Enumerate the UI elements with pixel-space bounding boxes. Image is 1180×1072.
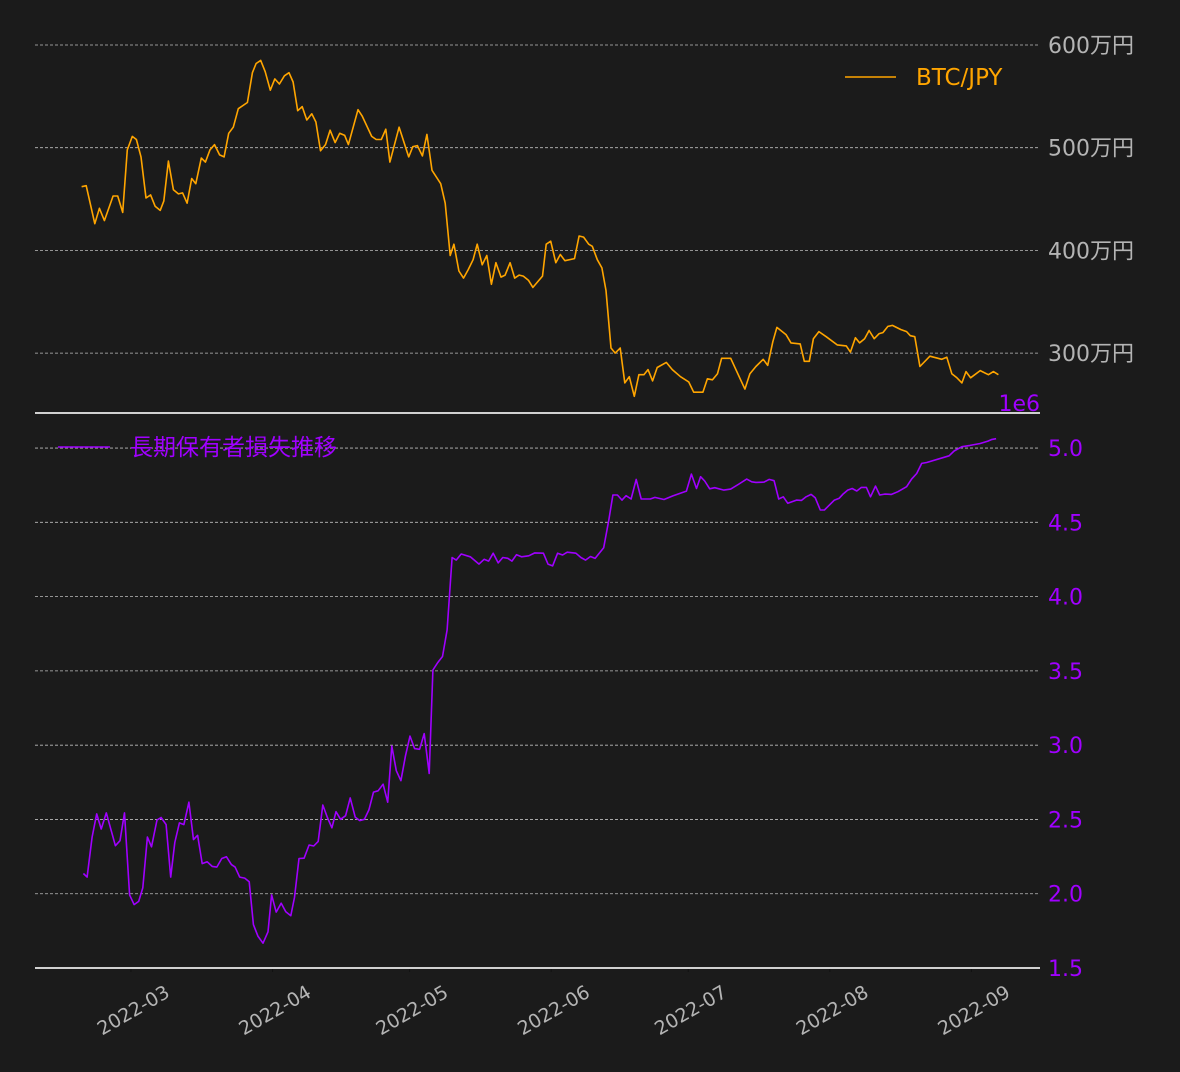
y-tick-label: 300万円 [1048, 342, 1134, 367]
btc-jpy-line [81, 59, 999, 398]
legend-label-lth-loss: 長期保有者損失推移 [130, 435, 337, 461]
x-tick-label: 2022-05 [372, 981, 452, 1040]
x-tick-label: 2022-03 [94, 981, 174, 1040]
bottom-gridlines [35, 447, 1040, 895]
top-gridlines [35, 44, 1040, 354]
legend-label-btc-jpy: BTC/JPY [916, 65, 1003, 91]
y-tick-label: 4.0 [1048, 586, 1083, 611]
x-tick-label: 2022-08 [793, 981, 873, 1040]
bottom-y-tick-labels: 1.5 2.0 2.5 3.0 3.5 4.0 4.5 5.0 [1048, 437, 1083, 982]
top-legend: BTC/JPY [845, 65, 1003, 91]
y-offset-label: 1e6 [998, 392, 1040, 417]
y-tick-label: 500万円 [1048, 137, 1134, 162]
x-tick-label: 2022-06 [514, 981, 594, 1040]
y-tick-label: 600万円 [1048, 34, 1134, 59]
y-tick-label: 400万円 [1048, 239, 1134, 264]
y-tick-label: 3.0 [1048, 734, 1083, 759]
btc-price-panel: 300万円 400万円 500万円 600万円 BTC/JPY [35, 34, 1134, 414]
x-tick-label: 2022-07 [651, 981, 731, 1040]
lth-loss-line [82, 437, 997, 945]
x-tick-label: 2022-04 [235, 981, 315, 1040]
top-y-tick-labels: 300万円 400万円 500万円 600万円 [1048, 34, 1134, 367]
x-tick-labels: 2022-03 2022-04 2022-05 2022-06 2022-07 2022-… [94, 968, 1014, 1040]
lth-loss-panel: 1.52.02.53.03.54.04.55.0 2022-03 2022-04 2… [35, 392, 1083, 1040]
y-tick-label: 3.5 [1048, 660, 1083, 685]
y-tick-label: 4.5 [1048, 511, 1083, 536]
y-tick-label: 1.5 [1048, 957, 1083, 982]
bottom-legend: 長期保有者損失推移 [58, 435, 337, 461]
y-tick-label: 2.5 [1048, 808, 1083, 833]
x-tick-label: 2022-09 [934, 981, 1014, 1040]
y-tick-label: 2.0 [1048, 883, 1083, 908]
y-tick-label: 5.0 [1048, 437, 1083, 462]
